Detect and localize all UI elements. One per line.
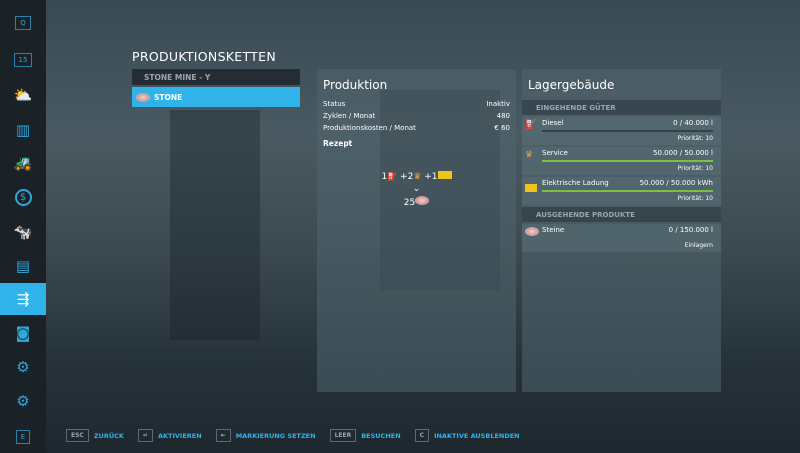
stone-icon (525, 227, 539, 236)
outgoing-header: AUSGEHENDE PRODUKTE (522, 207, 721, 222)
costs-row: Produktionskosten / Monat € 60 (323, 124, 510, 132)
contracts-icon[interactable]: ▤ (15, 257, 31, 275)
list-item-stone[interactable]: STONE (132, 87, 300, 107)
finance-icon[interactable]: $ (0, 181, 46, 213)
page-title: PRODUKTIONSKETTEN (132, 49, 277, 64)
fill-bar (542, 160, 713, 162)
fill-bar (542, 130, 713, 132)
storage-panel: Lagergebäude EINGEHENDE GÜTER ⛽ Diesel 0 … (522, 69, 721, 392)
incoming-header: EINGEHENDE GÜTER (522, 100, 721, 115)
production-chains-icon[interactable]: ⇶ (0, 283, 46, 315)
service-icon: ♛ (413, 172, 422, 182)
stone-icon (136, 92, 150, 102)
electric-charge-icon (525, 184, 537, 192)
q-key-icon[interactable]: Q (0, 7, 46, 39)
chevron-down-icon: ⌄ (412, 184, 421, 194)
diesel-icon: ⛽ (387, 172, 398, 181)
e-key-icon[interactable]: E (0, 421, 46, 453)
animals-icon[interactable]: 🐄 (13, 223, 33, 241)
hide-inactive-button[interactable]: C INAKTIVE AUSBLENDEN (414, 429, 520, 442)
background-building (170, 110, 260, 340)
calendar-icon[interactable]: 15 (0, 44, 46, 76)
vehicle-settings-icon[interactable]: ⚙ (16, 358, 30, 376)
footer-actions: ESC ZURÜCK ↵ AKTIVIEREN ⇤ MARKIERUNG SETZEN… (66, 429, 520, 442)
cycles-row: Zyklen / Monat 480 (323, 112, 510, 120)
production-title: Produktion (323, 78, 388, 92)
storage-item-electric: Elektrische Ladung 50.000 / 50.000 kWh Pr… (522, 177, 721, 205)
fill-bar (542, 190, 713, 192)
tutorial-icon[interactable]: ◙ (15, 324, 31, 342)
activate-button[interactable]: ↵ AKTIVIEREN (137, 429, 202, 442)
recipe: 1⛽ +2♛ +1 ⌄ 25 (317, 171, 516, 208)
production-panel: Produktion Status Inaktiv Zyklen / Monat 4… (317, 69, 516, 392)
visit-button[interactable]: LEER BESUCHEN (329, 429, 401, 442)
weather-icon[interactable]: ⛅ (13, 86, 33, 104)
storage-item-service: ♛ Service 50.000 / 50.000 l Priorität: 10 (522, 147, 721, 175)
electric-charge-icon (437, 171, 452, 179)
list-group-header[interactable]: STONE MINE - Y (132, 69, 300, 85)
settings-gear-icon[interactable]: ⚙ (16, 392, 30, 410)
back-button[interactable]: ESC ZURÜCK (66, 429, 124, 442)
storage-item-steine: Steine 0 / 150.000 l Einlagern (522, 224, 721, 252)
diesel-icon: ⛽ (525, 120, 537, 130)
tractor-icon[interactable]: 🚜 (13, 154, 33, 172)
status-row: Status Inaktiv (323, 100, 510, 108)
sidebar: Q 15 ⛅ ▥ 🚜 $ 🐄 ▤ ⇶ ◙ ⚙ ⚙ E (0, 0, 46, 453)
fill-bar (542, 237, 713, 239)
recipe-label: Rezept (323, 139, 353, 148)
statistics-icon[interactable]: ▥ (15, 121, 31, 139)
storage-item-diesel: ⛽ Diesel 0 / 40.000 l Priorität: 10 (522, 117, 721, 145)
storage-title: Lagergebäude (528, 78, 615, 92)
service-icon: ♛ (525, 150, 534, 160)
set-marker-button[interactable]: ⇤ MARKIERUNG SETZEN (215, 429, 316, 442)
stone-icon (415, 196, 430, 205)
